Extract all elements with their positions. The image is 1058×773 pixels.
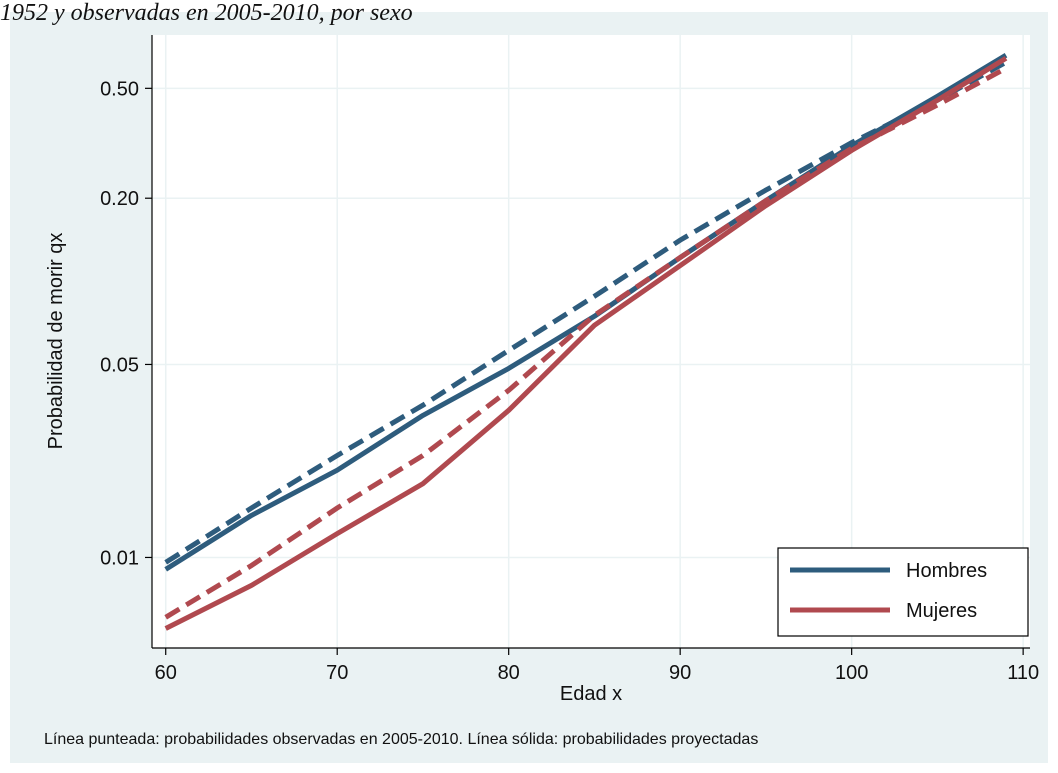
legend-label: Mujeres <box>906 600 977 622</box>
x-tick-label: 70 <box>326 662 348 684</box>
y-tick-label: 0.20 <box>100 188 139 210</box>
x-tick-label: 60 <box>155 662 177 684</box>
x-tick-label: 90 <box>669 662 691 684</box>
footnote: Línea punteada: probabilidades observada… <box>44 731 758 748</box>
chart-title: 1952 y observadas en 2005-2010, por sexo <box>0 0 413 26</box>
legend-box <box>777 547 1029 637</box>
x-tick-label: 110 <box>1007 662 1039 684</box>
y-axis-title: Probabilidad de morir qx <box>45 233 67 450</box>
x-tick-label: 100 <box>835 662 868 684</box>
x-axis-title: Edad x <box>560 683 622 705</box>
line-projected <box>164 56 1008 631</box>
legend-label: Hombres <box>906 560 987 582</box>
y-tick-label: 0.01 <box>100 547 139 569</box>
x-tick-label: 80 <box>498 662 520 684</box>
line-observed <box>164 60 1008 565</box>
plot-area <box>152 35 1030 648</box>
y-tick-label: 0.50 <box>100 78 139 100</box>
y-tick-label: 0.05 <box>100 354 139 376</box>
line-projected <box>164 53 1008 572</box>
